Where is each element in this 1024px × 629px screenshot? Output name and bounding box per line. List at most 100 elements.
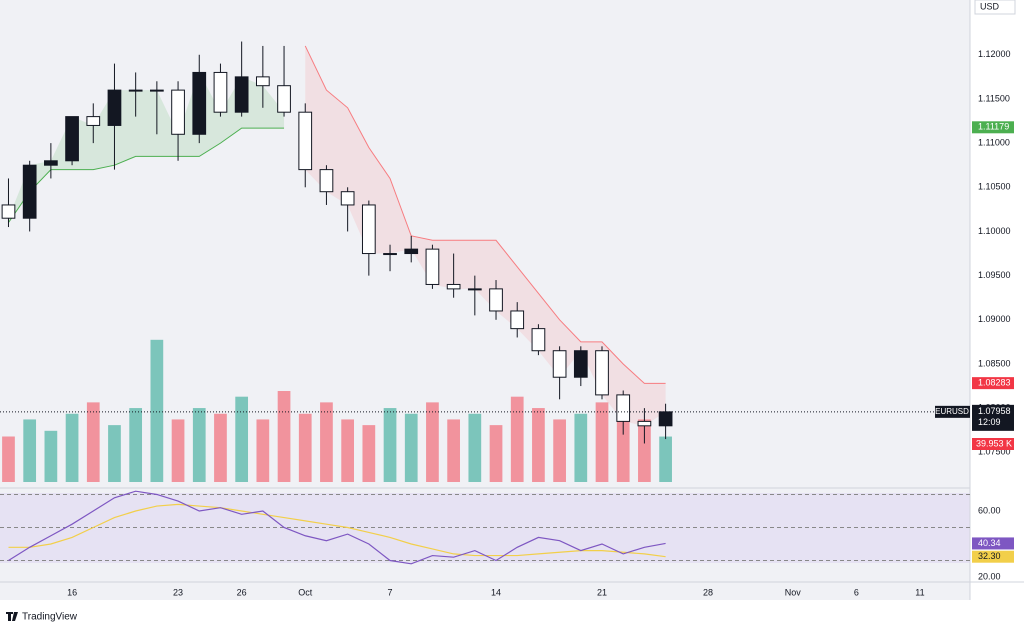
candle-body [361,204,376,255]
volume-bar [108,425,121,482]
trend-label-box [972,121,1014,134]
logo: TradingView [6,612,78,623]
symbol-box [935,405,970,418]
volume-bar [2,436,15,482]
volume-bar [595,402,609,482]
x-tick-label: 16 [67,587,77,597]
candle-body [531,328,546,352]
y-tick-label: 1.10000 [978,226,1011,236]
x-tick-label: Nov [785,587,802,597]
volume-bar [44,430,58,482]
countdown: 12:09 [978,417,1001,427]
trend-label: 1.11179 [978,122,1009,132]
candle-body [573,350,588,378]
volume-bar [616,413,630,482]
rsi-band [0,493,970,563]
volume-bar [489,425,503,482]
rsi-line [8,490,666,565]
candle-body [658,411,673,427]
candle-body [171,89,185,135]
trend-fill [305,45,666,426]
volume-bar [171,419,185,482]
volume-bar [23,419,37,482]
y-tick-label: 1.11500 [978,93,1010,103]
supertrend-line [8,127,285,223]
candle-body [255,76,270,87]
rsi-label-box [972,537,1014,550]
volume-bar [192,408,206,482]
y-tick-label: 1.12000 [978,49,1011,59]
candle-body [319,169,334,193]
y-tick-label: 1.07500 [978,447,1011,457]
y-tick-label: 1.11000 [978,137,1010,147]
y-tick-label: 1.08500 [978,358,1011,368]
last-price-box [972,404,1014,431]
candle-body [404,248,419,255]
volume-bar [298,413,312,482]
currency-box[interactable] [974,0,1016,15]
candle-body [383,253,397,256]
volume-bar [638,419,651,482]
trend-label-box [972,377,1014,390]
rsi-tick-label: 60.00 [978,505,1001,515]
rsi-label: 40.34 [978,538,1001,548]
candle-body [213,71,228,113]
volume-bar [426,402,439,482]
candle-body [234,76,249,113]
candle-body [277,85,291,113]
candle-body [44,160,58,166]
volume-bar [510,396,524,482]
candle-body [340,191,355,206]
y-tick-label: 1.10500 [978,182,1011,192]
volume-bar [256,419,270,482]
volume-bar [341,419,354,482]
candle-body [489,288,503,312]
candle-body [107,89,122,126]
x-tick-label: 23 [173,587,183,597]
x-tick-label: 28 [703,587,713,597]
volume-bar [320,402,333,482]
candle-body [467,288,482,291]
candle-body [150,89,164,92]
candle-body [595,350,609,396]
rsi-tick-label: 20.00 [978,571,1001,581]
brand: TradingView [22,612,78,623]
volume-bar [214,413,227,482]
volume-bar [129,408,143,482]
volume-bar [468,413,482,482]
volume-bar [65,413,79,482]
x-tick-label: Oct [298,587,313,597]
x-tick-label: 14 [491,587,501,597]
x-tick-label: 7 [388,587,393,597]
candle-body [616,394,631,422]
volume [2,339,672,482]
volume-bar [659,436,672,482]
candle-body [192,71,207,135]
volume-bar [447,419,460,482]
candle-body [637,420,652,427]
volume-bar [553,419,566,482]
candle-body [1,204,16,219]
candle-body [510,310,525,330]
candle-body [65,116,79,162]
rsi-label: 32.30 [978,551,1001,561]
y-tick-label: 1.09500 [978,270,1011,280]
candle-body [128,89,143,92]
candle-body [86,116,101,126]
y-tick-label: 1.09000 [978,314,1011,324]
volume-bar [383,408,397,482]
volume-bar [404,413,418,482]
volume-label-box [972,438,1014,450]
volume-bar [86,402,100,482]
candle-body [22,164,37,219]
volume-bar [235,396,249,482]
volume-bar [150,339,164,482]
candle-body [446,283,461,290]
currency: USD [980,1,1000,11]
rsi-label-box [972,550,1014,563]
supertrend-line [304,45,666,384]
candle-body [552,350,567,378]
volume-bar [574,413,588,482]
last-price-label: 1.07958 [978,406,1011,416]
